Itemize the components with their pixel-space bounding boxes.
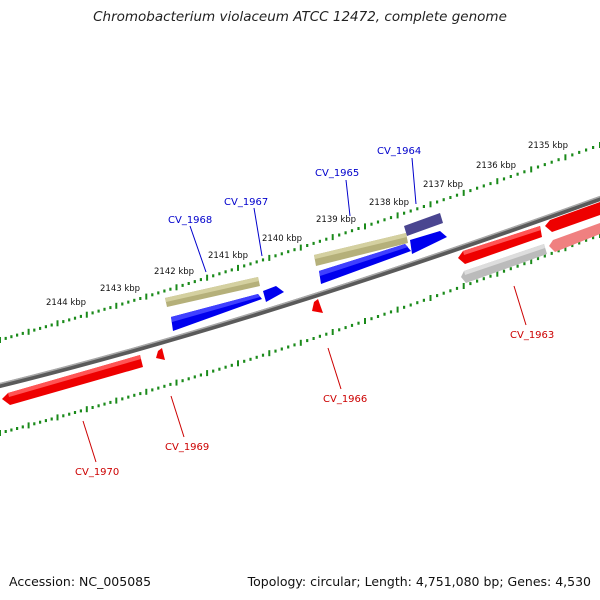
feature-cv1964-gene[interactable] bbox=[404, 213, 443, 236]
feature-right-pink[interactable] bbox=[549, 223, 600, 252]
feature-cv1966-cds[interactable] bbox=[312, 299, 323, 313]
feature-cv1963-cds[interactable] bbox=[458, 226, 542, 264]
ruler-label-2136: 2136 kbp bbox=[476, 161, 516, 171]
feature-cv1963-pseudo[interactable] bbox=[461, 244, 547, 283]
ruler-label-2139: 2139 kbp bbox=[316, 215, 356, 225]
gene-label-cv1963: CV_1963 bbox=[510, 330, 554, 341]
feature-cv1967-cds[interactable] bbox=[263, 286, 284, 302]
feature-cv1964-cds[interactable] bbox=[410, 231, 447, 254]
ruler-label-2143: 2143 kbp bbox=[100, 284, 140, 294]
gene-label-cv1967: CV_1967 bbox=[224, 197, 268, 208]
ruler-label-2141: 2141 kbp bbox=[208, 251, 248, 261]
ruler-label-2140: 2140 kbp bbox=[262, 234, 302, 244]
genome-backbone bbox=[0, 195, 600, 389]
gene-label-cv1969: CV_1969 bbox=[165, 442, 209, 453]
ruler-label-2135: 2135 kbp bbox=[528, 141, 568, 151]
ruler-label-2144: 2144 kbp bbox=[46, 298, 86, 308]
inner-ruler-ticks bbox=[0, 232, 600, 436]
feature-cv1969-cds[interactable] bbox=[156, 348, 165, 360]
gene-label-cv1968: CV_1968 bbox=[168, 215, 212, 226]
gene-label-cv1970: CV_1970 bbox=[75, 467, 119, 478]
map-title: Chromobacterium violaceum ATCC 12472, co… bbox=[93, 9, 507, 25]
feature-cv1968-gene[interactable] bbox=[165, 277, 260, 307]
feature-cv1968-cds[interactable] bbox=[171, 294, 262, 331]
ruler-label-2138: 2138 kbp bbox=[369, 198, 409, 208]
feature-right-cds[interactable] bbox=[545, 202, 600, 232]
feature-cv1965-cds[interactable] bbox=[319, 244, 411, 284]
ruler-label-2142: 2142 kbp bbox=[154, 267, 194, 277]
feature-cv1970-cds[interactable] bbox=[2, 355, 143, 405]
genome-summary-text: Topology: circular; Length: 4,751,080 bp… bbox=[247, 574, 591, 589]
accession-text: Accession: NC_005085 bbox=[9, 574, 152, 589]
gene-label-cv1966: CV_1966 bbox=[323, 394, 367, 405]
gene-label-cv1965: CV_1965 bbox=[315, 168, 359, 179]
feature-cv1965-gene[interactable] bbox=[314, 233, 408, 266]
gene-label-cv1964: CV_1964 bbox=[377, 146, 421, 157]
outer-ruler-ticks bbox=[0, 142, 600, 343]
ruler-label-2137: 2137 kbp bbox=[423, 180, 463, 190]
